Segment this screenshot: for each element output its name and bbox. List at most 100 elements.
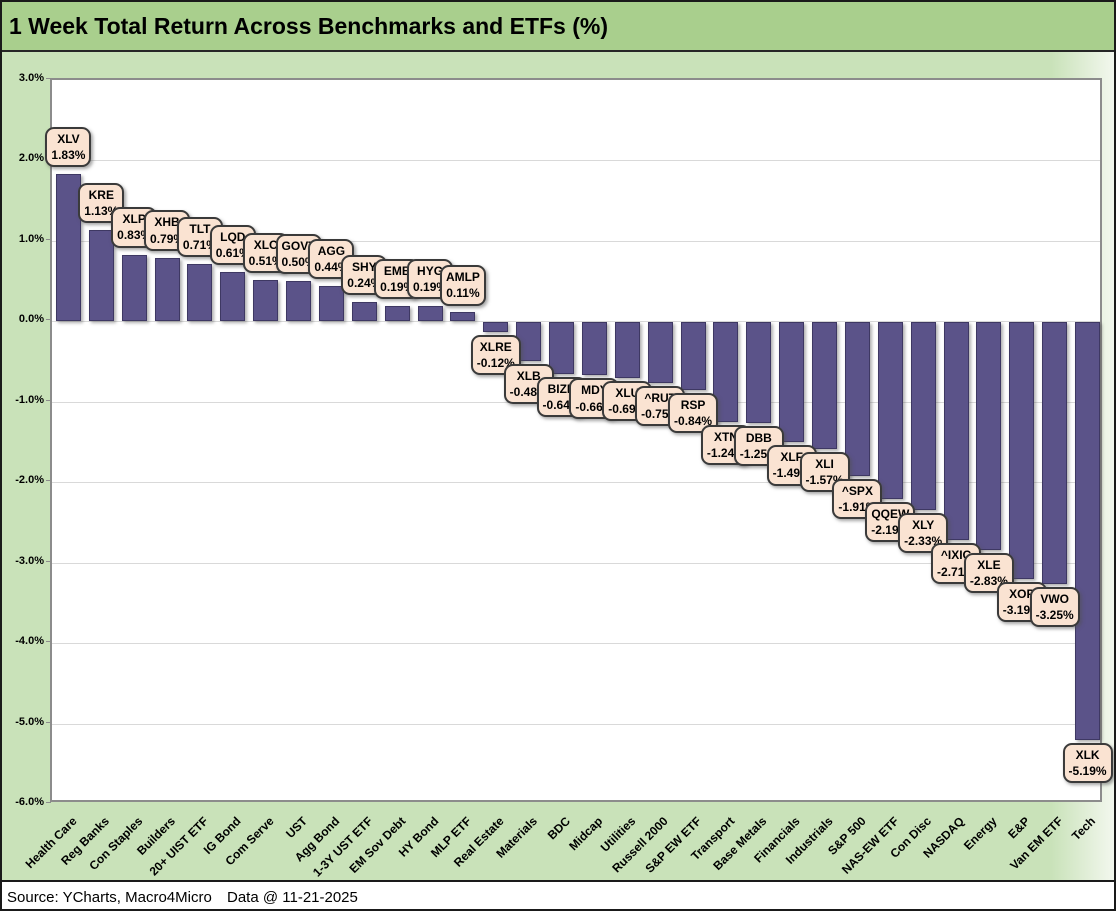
y-tick-label: -2.0% (15, 474, 44, 487)
bar-bizd (549, 322, 575, 374)
callout-ticker: EMB (383, 263, 411, 278)
bar-xle (976, 322, 1002, 550)
gridline--2 (52, 482, 1100, 484)
chart-title-bar: 1 Week Total Return Across Benchmarks an… (2, 2, 1114, 52)
callout-ticker: ^SPX (841, 483, 873, 498)
callout-ticker: MDY (581, 383, 608, 398)
callout-value: -0.84% (674, 414, 713, 429)
gridline-1 (52, 240, 1100, 242)
callout-ticker: XLE (977, 557, 1001, 572)
callout-ticker: XLC (253, 237, 278, 252)
bar-emb (384, 306, 410, 322)
callout-rsp: RSP -0.84% (668, 392, 719, 434)
x-label-e-p: E&P (1005, 814, 1033, 842)
plot-area: XLV 1.83% KRE 1.13% XLP 0.83% XHB 0.79% TLT 0.71%… (45, 78, 1113, 802)
data-date-text: Data @ 11-21-2025 (227, 889, 358, 906)
callout-ticker: SHY (351, 259, 377, 274)
y-tick-mark (46, 802, 51, 803)
y-tick-label: 2.0% (18, 152, 44, 165)
y-tick-label: 1.0% (18, 232, 44, 245)
bar-dbb (746, 322, 772, 423)
callout-value: 0.19% (380, 279, 415, 294)
callout-value: -2.33% (904, 533, 943, 548)
callout-ticker: GOVT (281, 238, 316, 253)
callout-value: 0.11% (446, 286, 480, 301)
x-label-ust: UST (282, 814, 310, 841)
callout-shy: SHY 0.24% (341, 254, 388, 296)
callout-value: 1.13% (84, 204, 119, 219)
callout-ticker: RSP (680, 397, 706, 412)
callout-ticker: XLF (780, 450, 804, 465)
y-tick-label: -3.0% (15, 554, 44, 567)
bar-govt (286, 281, 312, 322)
callout-ticker: AMLP (445, 270, 480, 285)
callout-ticker: VWO (1040, 591, 1070, 606)
bar-lqd (220, 272, 246, 322)
callout-value: 0.44% (314, 259, 349, 274)
callout-ticker: XLU (615, 385, 640, 400)
bar-xlc (253, 280, 279, 322)
callout-ticker: XLRE (479, 339, 512, 354)
callout-ticker: TLT (189, 221, 211, 236)
source-bar: Source: YCharts, Macro4Micro Data @ 11-2… (2, 880, 1114, 909)
page-title: 1 Week Total Return Across Benchmarks an… (9, 12, 609, 39)
bar-amlp (450, 312, 476, 322)
callout-amlp: AMLP 0.11% (439, 265, 486, 306)
bar-ixic (943, 322, 969, 541)
bar-xlre (483, 322, 509, 332)
y-tick-label: 3.0% (18, 72, 44, 84)
callout-ticker: LQD (220, 229, 246, 244)
callout-value: 0.51% (248, 254, 283, 269)
x-label-bdc: BDC (544, 814, 573, 843)
y-tick-mark (46, 641, 51, 643)
source-text: Source: YCharts, Macro4Micro (7, 889, 212, 906)
bar-mdy (581, 322, 607, 376)
bar-xlv (55, 174, 81, 322)
y-tick-label: -5.0% (15, 715, 44, 728)
gridline--5 (52, 723, 1100, 725)
callout-value: -3.25% (1035, 607, 1074, 622)
callout-xlc: XLC 0.51% (242, 232, 289, 274)
chart-region: 3.0% 2.0% 1.0% 0.0% -1.0% -2.0% -3.0% -4.0% -5.0… (2, 52, 1114, 880)
callout-ticker: HYG (417, 263, 444, 278)
y-tick-mark (46, 480, 51, 482)
bar-tlt (187, 264, 213, 322)
callout-ticker: XLI (815, 456, 834, 471)
callout-ticker: ^IXIC (940, 548, 972, 563)
y-tick-label: -1.0% (15, 393, 44, 406)
y-tick-mark (46, 560, 51, 562)
callout-xlv: XLV 1.83% (45, 126, 92, 168)
bar-shy (351, 302, 377, 322)
bar-qqew (877, 322, 903, 499)
callout-ticker: KRE (88, 188, 114, 203)
y-tick-label: -4.0% (15, 635, 44, 648)
y-tick-mark (46, 319, 51, 321)
bar-xlk (1075, 322, 1101, 740)
gridline-2 (52, 160, 1100, 162)
callout-ticker: DBB (745, 430, 772, 445)
callout-value: 0.83% (117, 228, 152, 243)
callout-value: 0.61% (215, 246, 250, 261)
bar-rsp (680, 322, 706, 390)
bar-xhb (154, 257, 180, 322)
callout-value: 0.50% (281, 254, 316, 269)
callout-ticker: XLV (57, 131, 80, 146)
bar-kre (88, 230, 114, 322)
callout-xlb: XLB -0.48% (503, 363, 554, 405)
bar-xly (910, 322, 936, 510)
y-tick-mark (46, 721, 51, 723)
callout-ticker: BIZD (547, 381, 576, 396)
callout-ticker: AGG (317, 243, 346, 258)
bar-vwo (1042, 322, 1068, 584)
callout-ticker: XLP (122, 212, 146, 227)
callout-vwo: VWO -3.25% (1029, 586, 1080, 628)
callout-ticker: XHB (154, 215, 180, 230)
y-tick-label: -6.0% (15, 796, 44, 808)
y-tick-label: 0.0% (18, 313, 44, 326)
bar-xli (812, 322, 838, 449)
callout-xlk: XLK -5.19% (1062, 742, 1113, 784)
gridline--4 (52, 643, 1100, 645)
callout-value: 0.19% (413, 279, 448, 294)
callout-ticker: XLY (912, 517, 935, 532)
callout-ticker: XOP (1009, 586, 1035, 601)
